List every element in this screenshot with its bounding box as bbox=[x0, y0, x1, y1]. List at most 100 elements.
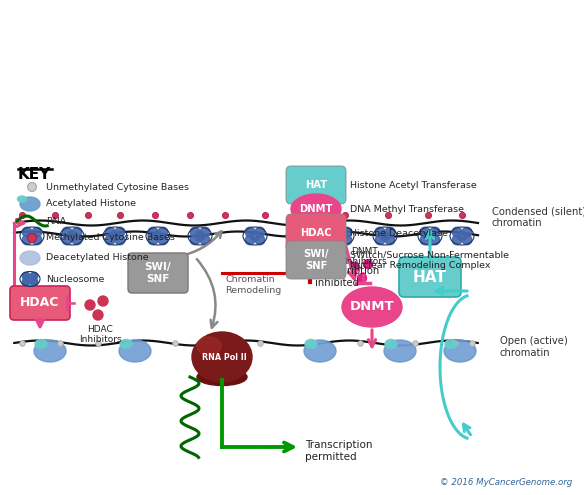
Text: SWI/
SNF: SWI/ SNF bbox=[303, 249, 329, 271]
Ellipse shape bbox=[305, 340, 317, 348]
Circle shape bbox=[250, 231, 260, 241]
Text: DNMT: DNMT bbox=[299, 204, 333, 214]
Ellipse shape bbox=[446, 342, 474, 360]
Circle shape bbox=[332, 227, 342, 237]
Circle shape bbox=[22, 227, 32, 237]
Circle shape bbox=[375, 235, 385, 245]
Text: Chromatin
Remodeling: Chromatin Remodeling bbox=[225, 275, 281, 295]
Circle shape bbox=[350, 262, 360, 271]
Ellipse shape bbox=[385, 340, 397, 348]
Circle shape bbox=[105, 227, 115, 237]
Ellipse shape bbox=[386, 342, 414, 360]
Circle shape bbox=[357, 274, 367, 283]
Text: Acetylated Histone: Acetylated Histone bbox=[46, 199, 136, 208]
Text: DNMT: DNMT bbox=[350, 300, 394, 313]
Ellipse shape bbox=[35, 340, 47, 348]
Ellipse shape bbox=[119, 340, 151, 362]
Ellipse shape bbox=[214, 340, 246, 362]
Ellipse shape bbox=[120, 340, 132, 348]
Circle shape bbox=[337, 231, 347, 241]
Circle shape bbox=[195, 231, 205, 241]
Text: HDAC: HDAC bbox=[20, 297, 60, 309]
Circle shape bbox=[190, 235, 200, 245]
Circle shape bbox=[462, 235, 472, 245]
Ellipse shape bbox=[197, 368, 247, 386]
Circle shape bbox=[293, 231, 303, 241]
FancyBboxPatch shape bbox=[286, 166, 346, 204]
Circle shape bbox=[22, 272, 30, 280]
Circle shape bbox=[288, 227, 298, 237]
Ellipse shape bbox=[18, 196, 26, 202]
Text: Transcription
permitted: Transcription permitted bbox=[305, 440, 373, 462]
Circle shape bbox=[30, 272, 38, 280]
Circle shape bbox=[27, 234, 36, 243]
Circle shape bbox=[115, 235, 125, 245]
Circle shape bbox=[72, 235, 82, 245]
Circle shape bbox=[27, 231, 37, 241]
FancyBboxPatch shape bbox=[128, 253, 188, 293]
Circle shape bbox=[26, 275, 34, 283]
Circle shape bbox=[462, 227, 472, 237]
FancyBboxPatch shape bbox=[286, 214, 346, 252]
Circle shape bbox=[457, 231, 467, 241]
Circle shape bbox=[342, 235, 352, 245]
Ellipse shape bbox=[291, 194, 341, 224]
Text: Open (active)
chromatin: Open (active) chromatin bbox=[500, 336, 568, 358]
Text: HAT: HAT bbox=[413, 269, 447, 285]
Circle shape bbox=[200, 235, 210, 245]
Ellipse shape bbox=[445, 340, 457, 348]
Circle shape bbox=[385, 227, 395, 237]
Circle shape bbox=[385, 235, 395, 245]
Text: DNMT
Inhibitors: DNMT Inhibitors bbox=[344, 247, 386, 266]
Circle shape bbox=[363, 259, 373, 268]
Circle shape bbox=[425, 231, 435, 241]
Circle shape bbox=[72, 227, 82, 237]
Circle shape bbox=[148, 227, 158, 237]
Circle shape bbox=[245, 227, 255, 237]
Circle shape bbox=[110, 231, 120, 241]
Circle shape bbox=[452, 235, 462, 245]
Circle shape bbox=[158, 227, 168, 237]
Circle shape bbox=[22, 235, 32, 245]
Circle shape bbox=[190, 227, 200, 237]
Ellipse shape bbox=[384, 340, 416, 362]
Text: Condensed (silent)
chromatin: Condensed (silent) chromatin bbox=[492, 206, 584, 228]
Circle shape bbox=[32, 235, 42, 245]
Ellipse shape bbox=[34, 340, 66, 362]
Text: KEY: KEY bbox=[18, 167, 51, 182]
Ellipse shape bbox=[20, 197, 40, 211]
Circle shape bbox=[22, 278, 30, 286]
Circle shape bbox=[375, 227, 385, 237]
Circle shape bbox=[420, 227, 430, 237]
Circle shape bbox=[430, 235, 440, 245]
Ellipse shape bbox=[192, 332, 252, 382]
Circle shape bbox=[105, 235, 115, 245]
Ellipse shape bbox=[306, 342, 334, 360]
Text: Nucleosome: Nucleosome bbox=[46, 275, 105, 284]
Circle shape bbox=[332, 235, 342, 245]
Circle shape bbox=[93, 310, 103, 320]
Circle shape bbox=[288, 235, 298, 245]
Circle shape bbox=[85, 300, 95, 310]
Circle shape bbox=[148, 235, 158, 245]
Ellipse shape bbox=[197, 337, 221, 355]
Circle shape bbox=[62, 227, 72, 237]
Text: Histone Deacetylase: Histone Deacetylase bbox=[350, 229, 448, 238]
Circle shape bbox=[32, 227, 42, 237]
FancyBboxPatch shape bbox=[399, 257, 461, 297]
Ellipse shape bbox=[121, 342, 149, 360]
Ellipse shape bbox=[20, 251, 40, 265]
Text: Transcription
inhibited: Transcription inhibited bbox=[315, 266, 379, 288]
Circle shape bbox=[245, 235, 255, 245]
Circle shape bbox=[200, 227, 210, 237]
Circle shape bbox=[298, 235, 308, 245]
Ellipse shape bbox=[444, 340, 476, 362]
Text: HDAC: HDAC bbox=[300, 228, 332, 238]
Circle shape bbox=[342, 227, 352, 237]
Circle shape bbox=[27, 183, 36, 192]
Circle shape bbox=[98, 296, 108, 306]
Ellipse shape bbox=[215, 340, 227, 348]
Circle shape bbox=[62, 235, 72, 245]
FancyBboxPatch shape bbox=[10, 286, 70, 320]
Text: RNA: RNA bbox=[46, 216, 66, 226]
